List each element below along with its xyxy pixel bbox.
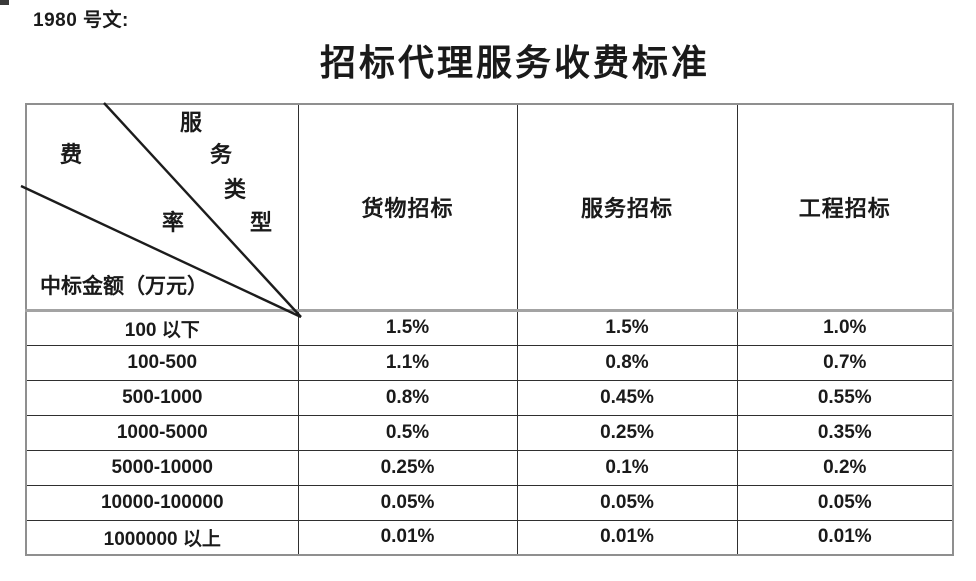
table-row: 100-500 1.1% 0.8% 0.7% xyxy=(25,344,954,381)
goods-rate-cell: 0.01% xyxy=(297,519,518,556)
engineering-rate-cell: 0.35% xyxy=(736,414,954,451)
amount-range-cell: 1000000 以上 xyxy=(25,519,299,556)
fee-standard-table: 服 务 类 型 费 率 中标金额（万元） 货物招标 服务招标 工程招标 100 … xyxy=(20,102,954,556)
goods-rate-cell: 0.05% xyxy=(297,484,518,521)
column-header-engineering: 工程招标 xyxy=(736,103,954,312)
table-row: 5000-10000 0.25% 0.1% 0.2% xyxy=(25,449,954,486)
engineering-rate-cell: 1.0% xyxy=(736,309,954,346)
corner-type-char: 类 xyxy=(224,177,247,202)
table-row: 1000000 以上 0.01% 0.01% 0.01% xyxy=(25,519,954,556)
table-row: 500-1000 0.8% 0.45% 0.55% xyxy=(25,379,954,416)
table-row: 1000-5000 0.5% 0.25% 0.35% xyxy=(25,414,954,451)
service-rate-cell: 0.05% xyxy=(516,484,738,521)
goods-rate-cell: 0.8% xyxy=(297,379,518,416)
table-header-row: 服 务 类 型 费 率 中标金额（万元） 货物招标 服务招标 工程招标 xyxy=(20,102,954,319)
column-header-goods: 货物招标 xyxy=(297,103,518,312)
column-header-service: 服务招标 xyxy=(516,103,738,312)
service-rate-cell: 0.45% xyxy=(516,379,738,416)
engineering-rate-cell: 0.05% xyxy=(736,484,954,521)
corner-type-char: 服 xyxy=(180,110,203,135)
engineering-rate-cell: 0.7% xyxy=(736,344,954,381)
engineering-rate-cell: 0.01% xyxy=(736,519,954,556)
goods-rate-cell: 1.5% xyxy=(297,309,518,346)
table-row: 10000-100000 0.05% 0.05% 0.05% xyxy=(25,484,954,521)
amount-range-cell: 5000-10000 xyxy=(25,449,299,486)
service-rate-cell: 0.25% xyxy=(516,414,738,451)
engineering-rate-cell: 0.55% xyxy=(736,379,954,416)
corner-type-char: 型 xyxy=(250,210,273,235)
amount-range-cell: 100 以下 xyxy=(25,309,299,346)
corner-rate-char: 率 xyxy=(162,210,185,235)
service-rate-cell: 0.1% xyxy=(516,449,738,486)
table-row: 100 以下 1.5% 1.5% 1.0% xyxy=(25,309,954,346)
diagonal-divider-lines xyxy=(20,102,302,319)
service-rate-cell: 1.5% xyxy=(516,309,738,346)
goods-rate-cell: 1.1% xyxy=(297,344,518,381)
engineering-rate-cell: 0.2% xyxy=(736,449,954,486)
amount-range-cell: 1000-5000 xyxy=(25,414,299,451)
page-title: 招标代理服务收费标准 xyxy=(319,43,710,83)
row-axis-label: 中标金额（万元） xyxy=(40,274,208,298)
scan-artifact xyxy=(0,0,9,5)
service-rate-cell: 0.8% xyxy=(516,344,738,381)
document-number: 1980 号文: xyxy=(33,10,129,31)
goods-rate-cell: 0.25% xyxy=(297,449,518,486)
service-rate-cell: 0.01% xyxy=(516,519,738,556)
corner-type-char: 务 xyxy=(210,142,233,167)
amount-range-cell: 500-1000 xyxy=(25,379,299,416)
diagonal-header-cell: 服 务 类 型 费 率 中标金额（万元） xyxy=(20,102,302,319)
amount-range-cell: 10000-100000 xyxy=(25,484,299,521)
amount-range-cell: 100-500 xyxy=(25,344,299,381)
corner-rate-char: 费 xyxy=(60,142,83,167)
goods-rate-cell: 0.5% xyxy=(297,414,518,451)
